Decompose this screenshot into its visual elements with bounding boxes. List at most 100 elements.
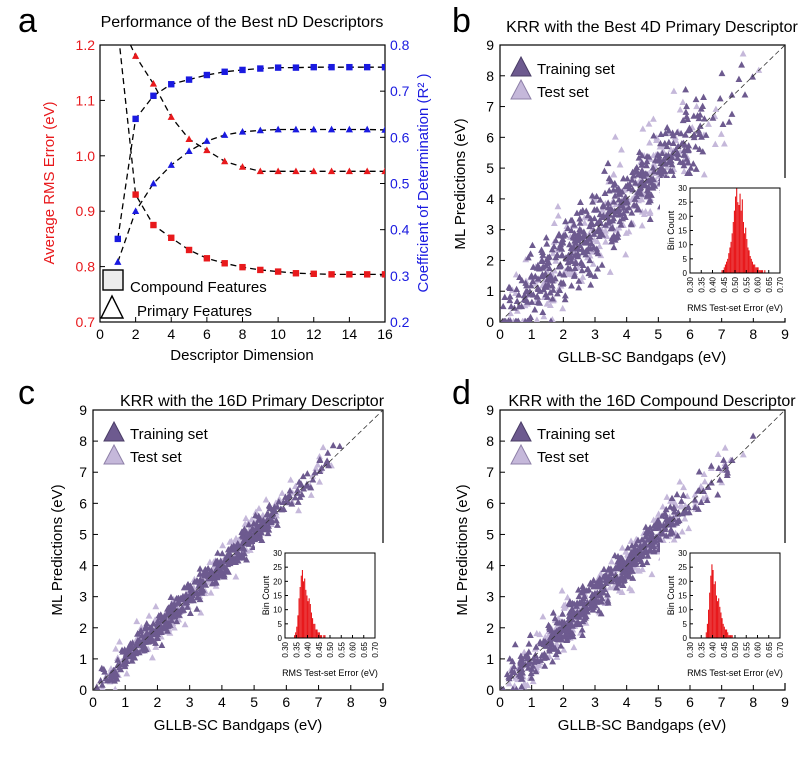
- training-point: [668, 519, 676, 526]
- training-point: [211, 570, 219, 577]
- training-point: [722, 462, 730, 469]
- training-point: [575, 586, 582, 593]
- training-point: [250, 519, 258, 527]
- test-point: [287, 476, 295, 483]
- training-point: [633, 164, 641, 171]
- square-point: [132, 115, 139, 123]
- triangle-point: [256, 126, 264, 134]
- training-point: [635, 206, 643, 213]
- histogram-bar: [756, 267, 758, 273]
- training-point: [101, 668, 109, 675]
- training-point: [657, 522, 665, 529]
- histogram-bar: [736, 188, 738, 273]
- y-tick-label: 4: [486, 191, 494, 207]
- training-point: [214, 549, 222, 556]
- training-point: [241, 549, 248, 557]
- training-point: [602, 579, 610, 586]
- training-point: [616, 563, 623, 570]
- training-point: [621, 569, 629, 576]
- test-point: [295, 506, 302, 514]
- histogram-bar: [727, 258, 729, 273]
- training-point: [564, 224, 572, 232]
- right-tick-label: 0.8: [390, 37, 410, 53]
- training-point: [612, 234, 620, 241]
- training-point: [617, 554, 625, 562]
- inset-x-tick-label: 0.50: [326, 641, 335, 657]
- triangle-point: [310, 125, 318, 133]
- training-point: [557, 642, 565, 649]
- training-point: [196, 570, 204, 577]
- training-point: [644, 187, 652, 194]
- histogram-bar: [744, 233, 746, 273]
- training-point: [654, 150, 662, 158]
- histogram-bar: [711, 564, 713, 638]
- test-point: [608, 558, 615, 565]
- legend-test-label: Test set: [537, 449, 590, 466]
- histogram-bar: [741, 199, 743, 273]
- training-point: [658, 512, 666, 519]
- y-tick-label: 8: [486, 433, 494, 449]
- training-point: [578, 626, 586, 633]
- training-point: [595, 591, 603, 598]
- left-tick-label: 0.9: [76, 203, 96, 219]
- training-point: [716, 476, 724, 483]
- training-point: [633, 201, 640, 209]
- training-point: [680, 161, 688, 169]
- histogram-bar: [730, 241, 732, 273]
- training-point: [548, 627, 556, 634]
- test-point: [656, 143, 664, 150]
- training-point: [556, 270, 564, 277]
- training-point: [692, 143, 700, 150]
- training-point: [670, 503, 678, 511]
- panel-c-points: [93, 441, 344, 690]
- training-point: [666, 530, 674, 537]
- training-point: [728, 456, 736, 463]
- training-point: [291, 494, 299, 501]
- test-point: [618, 588, 626, 595]
- x-tick-label: 7: [718, 326, 726, 342]
- training-point: [691, 496, 699, 503]
- histogram-bar: [318, 632, 320, 638]
- histogram-bar: [718, 598, 720, 638]
- legend-test-label: Test set: [537, 84, 590, 101]
- training-point: [174, 594, 182, 602]
- training-point: [211, 560, 219, 567]
- x-tick-label: 2: [559, 326, 567, 342]
- training-point: [548, 282, 556, 289]
- training-point: [683, 509, 690, 516]
- training-point: [568, 257, 575, 264]
- training-point: [657, 130, 665, 137]
- training-point: [297, 481, 305, 488]
- square-point: [257, 65, 264, 72]
- inset-x-tick-label: 0.70: [776, 641, 785, 657]
- histogram-bar: [715, 595, 717, 638]
- training-point: [294, 498, 302, 505]
- histogram-bar: [301, 570, 303, 638]
- training-point: [673, 490, 681, 498]
- training-point: [128, 657, 136, 664]
- training-point: [523, 282, 530, 289]
- histogram-bar: [312, 618, 314, 638]
- training-point: [193, 576, 201, 584]
- training-point: [543, 240, 551, 247]
- histogram-bar: [706, 623, 708, 638]
- right-tick-label: 0.4: [390, 222, 410, 238]
- training-point: [278, 506, 286, 513]
- x-tick-label: 6: [203, 326, 211, 342]
- triangle-point: [167, 161, 175, 168]
- training-point: [600, 565, 608, 573]
- histogram-bar: [324, 635, 326, 638]
- training-point: [186, 590, 194, 598]
- training-point: [610, 214, 617, 222]
- test-point: [507, 309, 514, 317]
- test-point: [540, 312, 548, 320]
- test-point: [539, 613, 547, 620]
- training-point: [197, 588, 204, 595]
- triangle-point: [114, 258, 122, 265]
- histogram-bar: [746, 239, 748, 273]
- training-point: [264, 529, 272, 537]
- training-point: [275, 498, 283, 505]
- inset-y-tick-label: 5: [683, 620, 688, 629]
- training-point: [673, 519, 680, 526]
